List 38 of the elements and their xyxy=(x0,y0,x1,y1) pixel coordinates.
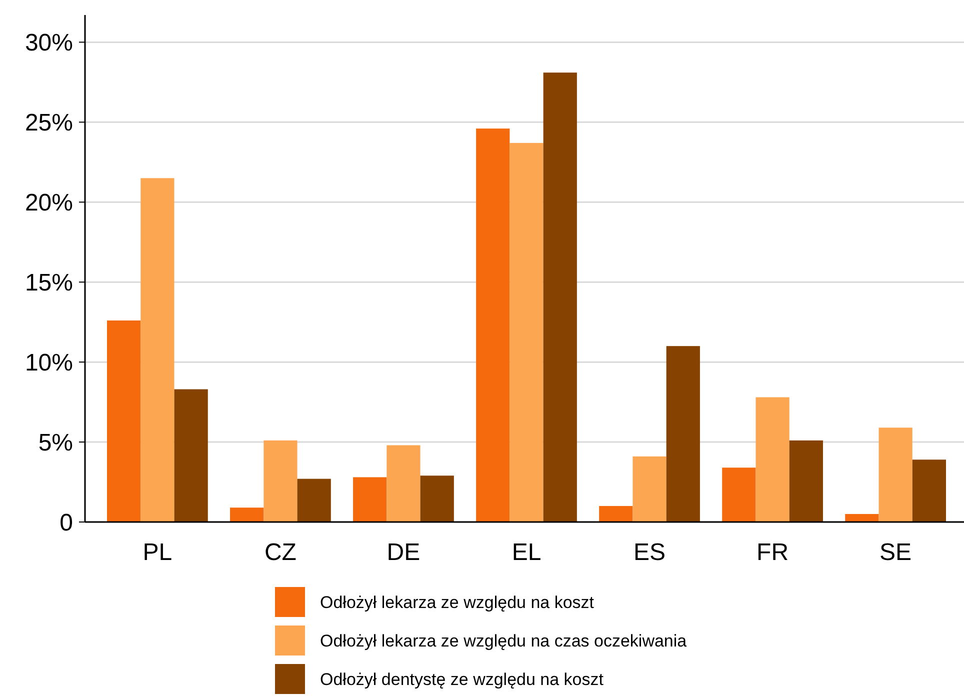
x-tick-label: SE xyxy=(880,539,912,566)
bar xyxy=(264,440,298,522)
bar xyxy=(632,456,666,522)
x-tick-label: DE xyxy=(386,539,420,566)
x-tick-label: EL xyxy=(512,539,542,566)
y-tick-label: 5% xyxy=(38,429,73,456)
y-tick-label: 15% xyxy=(24,269,73,296)
x-tick-label: PL xyxy=(142,539,172,566)
bar xyxy=(878,428,912,522)
bar xyxy=(789,440,823,522)
legend-label: Odłożył lekarza ze względu na czas oczekiwania xyxy=(320,631,688,650)
bar xyxy=(174,389,208,522)
bar xyxy=(722,468,756,522)
x-tick-label: ES xyxy=(634,539,666,566)
legend-label: Odłożył lekarza ze względu na koszt xyxy=(320,592,594,612)
y-tick-label: 20% xyxy=(24,190,73,217)
y-tick-label: 30% xyxy=(24,30,73,57)
bar xyxy=(297,478,331,522)
bar xyxy=(107,320,141,522)
bar xyxy=(543,72,577,522)
bar xyxy=(666,346,700,522)
bar xyxy=(476,128,510,522)
bar xyxy=(510,142,544,522)
bar xyxy=(353,477,387,522)
bar xyxy=(140,178,174,522)
y-tick-label: 10% xyxy=(24,349,73,376)
bar xyxy=(756,397,790,522)
bar xyxy=(912,460,946,522)
y-tick-label: 25% xyxy=(24,110,73,137)
bar xyxy=(386,445,420,522)
x-tick-label: CZ xyxy=(264,539,296,566)
bar xyxy=(230,508,264,522)
legend-label: Odłożył dentystę ze względu na koszt xyxy=(320,670,604,689)
bar xyxy=(599,506,633,522)
x-tick-label: FR xyxy=(756,539,789,566)
bar xyxy=(420,476,454,522)
bar xyxy=(845,514,879,522)
y-tick-label: 0 xyxy=(60,509,73,536)
